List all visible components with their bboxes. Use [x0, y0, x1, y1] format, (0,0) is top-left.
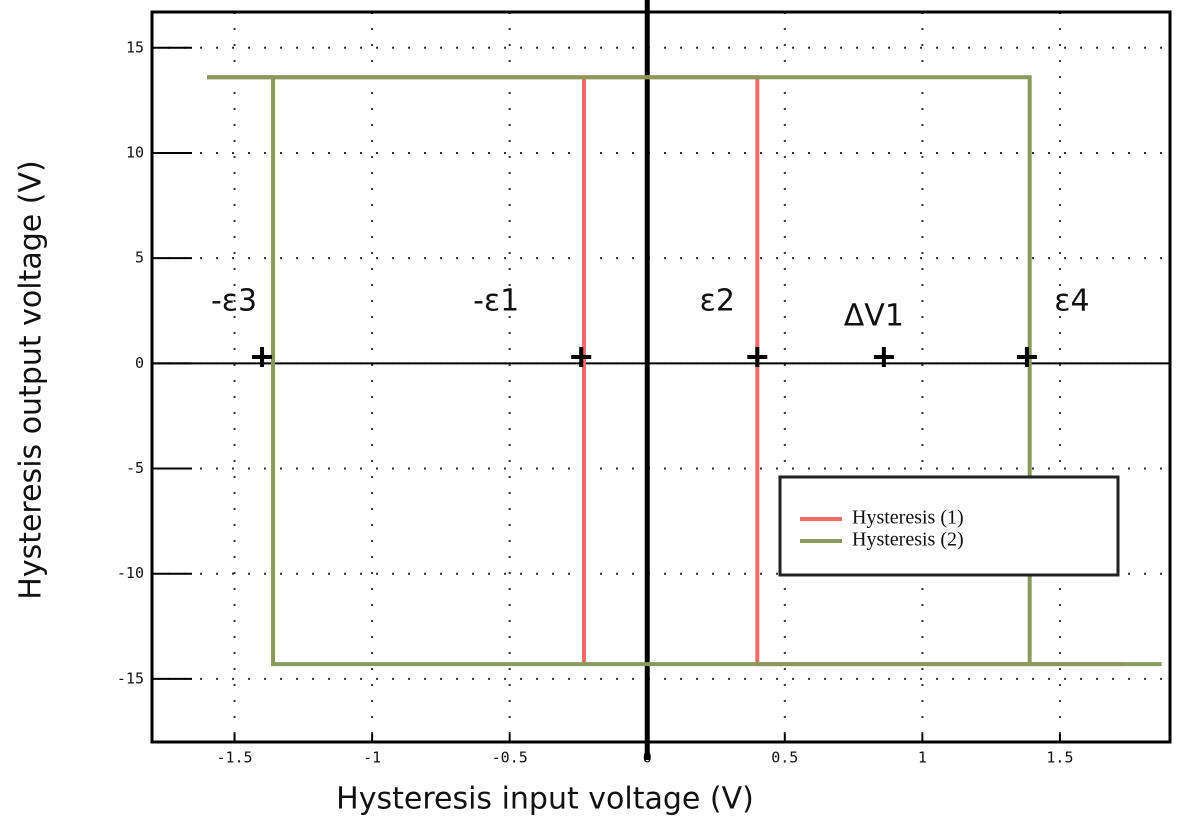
marker-label: -ε3 [211, 284, 257, 319]
marker-label: ΔV1 [844, 299, 904, 334]
legend-box [778, 475, 1120, 577]
marker [873, 347, 894, 368]
y-axis-title: Hysteresis output voltage (V) [14, 160, 49, 599]
marker [252, 347, 273, 368]
marker [747, 347, 768, 368]
x-tick-label: 1.5 [1046, 749, 1073, 767]
x-tick-label: -0.5 [492, 749, 528, 767]
x-tick-label: -1.5 [216, 749, 252, 767]
legend: Hysteresis (1)Hysteresis (2) [778, 475, 1120, 577]
marker-label: -ε1 [473, 284, 519, 319]
x-tick-label: 1 [918, 749, 927, 767]
plot-frame [150, 10, 1172, 744]
x-axis-title: Hysteresis input voltage (V) [336, 782, 754, 817]
y-tick-label: 10 [126, 143, 144, 161]
marker [1016, 347, 1037, 368]
series-line [207, 75, 1162, 667]
x-tick-label: -1 [363, 749, 381, 767]
y-tick-label: 5 [135, 249, 144, 267]
y-tick-label: -5 [126, 459, 144, 477]
marker-label: ε2 [700, 284, 735, 319]
y-tick-label: -10 [117, 564, 144, 582]
legend-label: Hysteresis (2) [852, 529, 964, 551]
marker [571, 347, 592, 368]
x-tick-label: 0.5 [771, 749, 798, 767]
marker-label: ε4 [1054, 284, 1089, 319]
y-tick-label: 15 [126, 38, 144, 56]
legend-label: Hysteresis (1) [852, 507, 964, 529]
y-tick-label: -15 [117, 669, 144, 687]
y-tick-label: 0 [135, 354, 144, 372]
